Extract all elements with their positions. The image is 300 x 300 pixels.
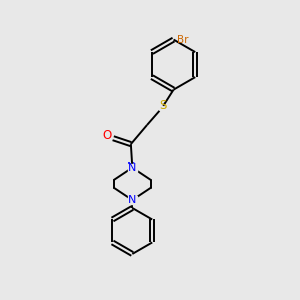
Text: N: N: [128, 195, 136, 205]
Bar: [128, 196, 137, 204]
Bar: [128, 164, 137, 172]
Text: N: N: [127, 162, 135, 172]
Text: O: O: [103, 129, 112, 142]
Text: N: N: [128, 163, 136, 173]
Text: N: N: [127, 196, 135, 206]
Text: S: S: [160, 99, 167, 112]
Text: Br: Br: [177, 34, 189, 45]
